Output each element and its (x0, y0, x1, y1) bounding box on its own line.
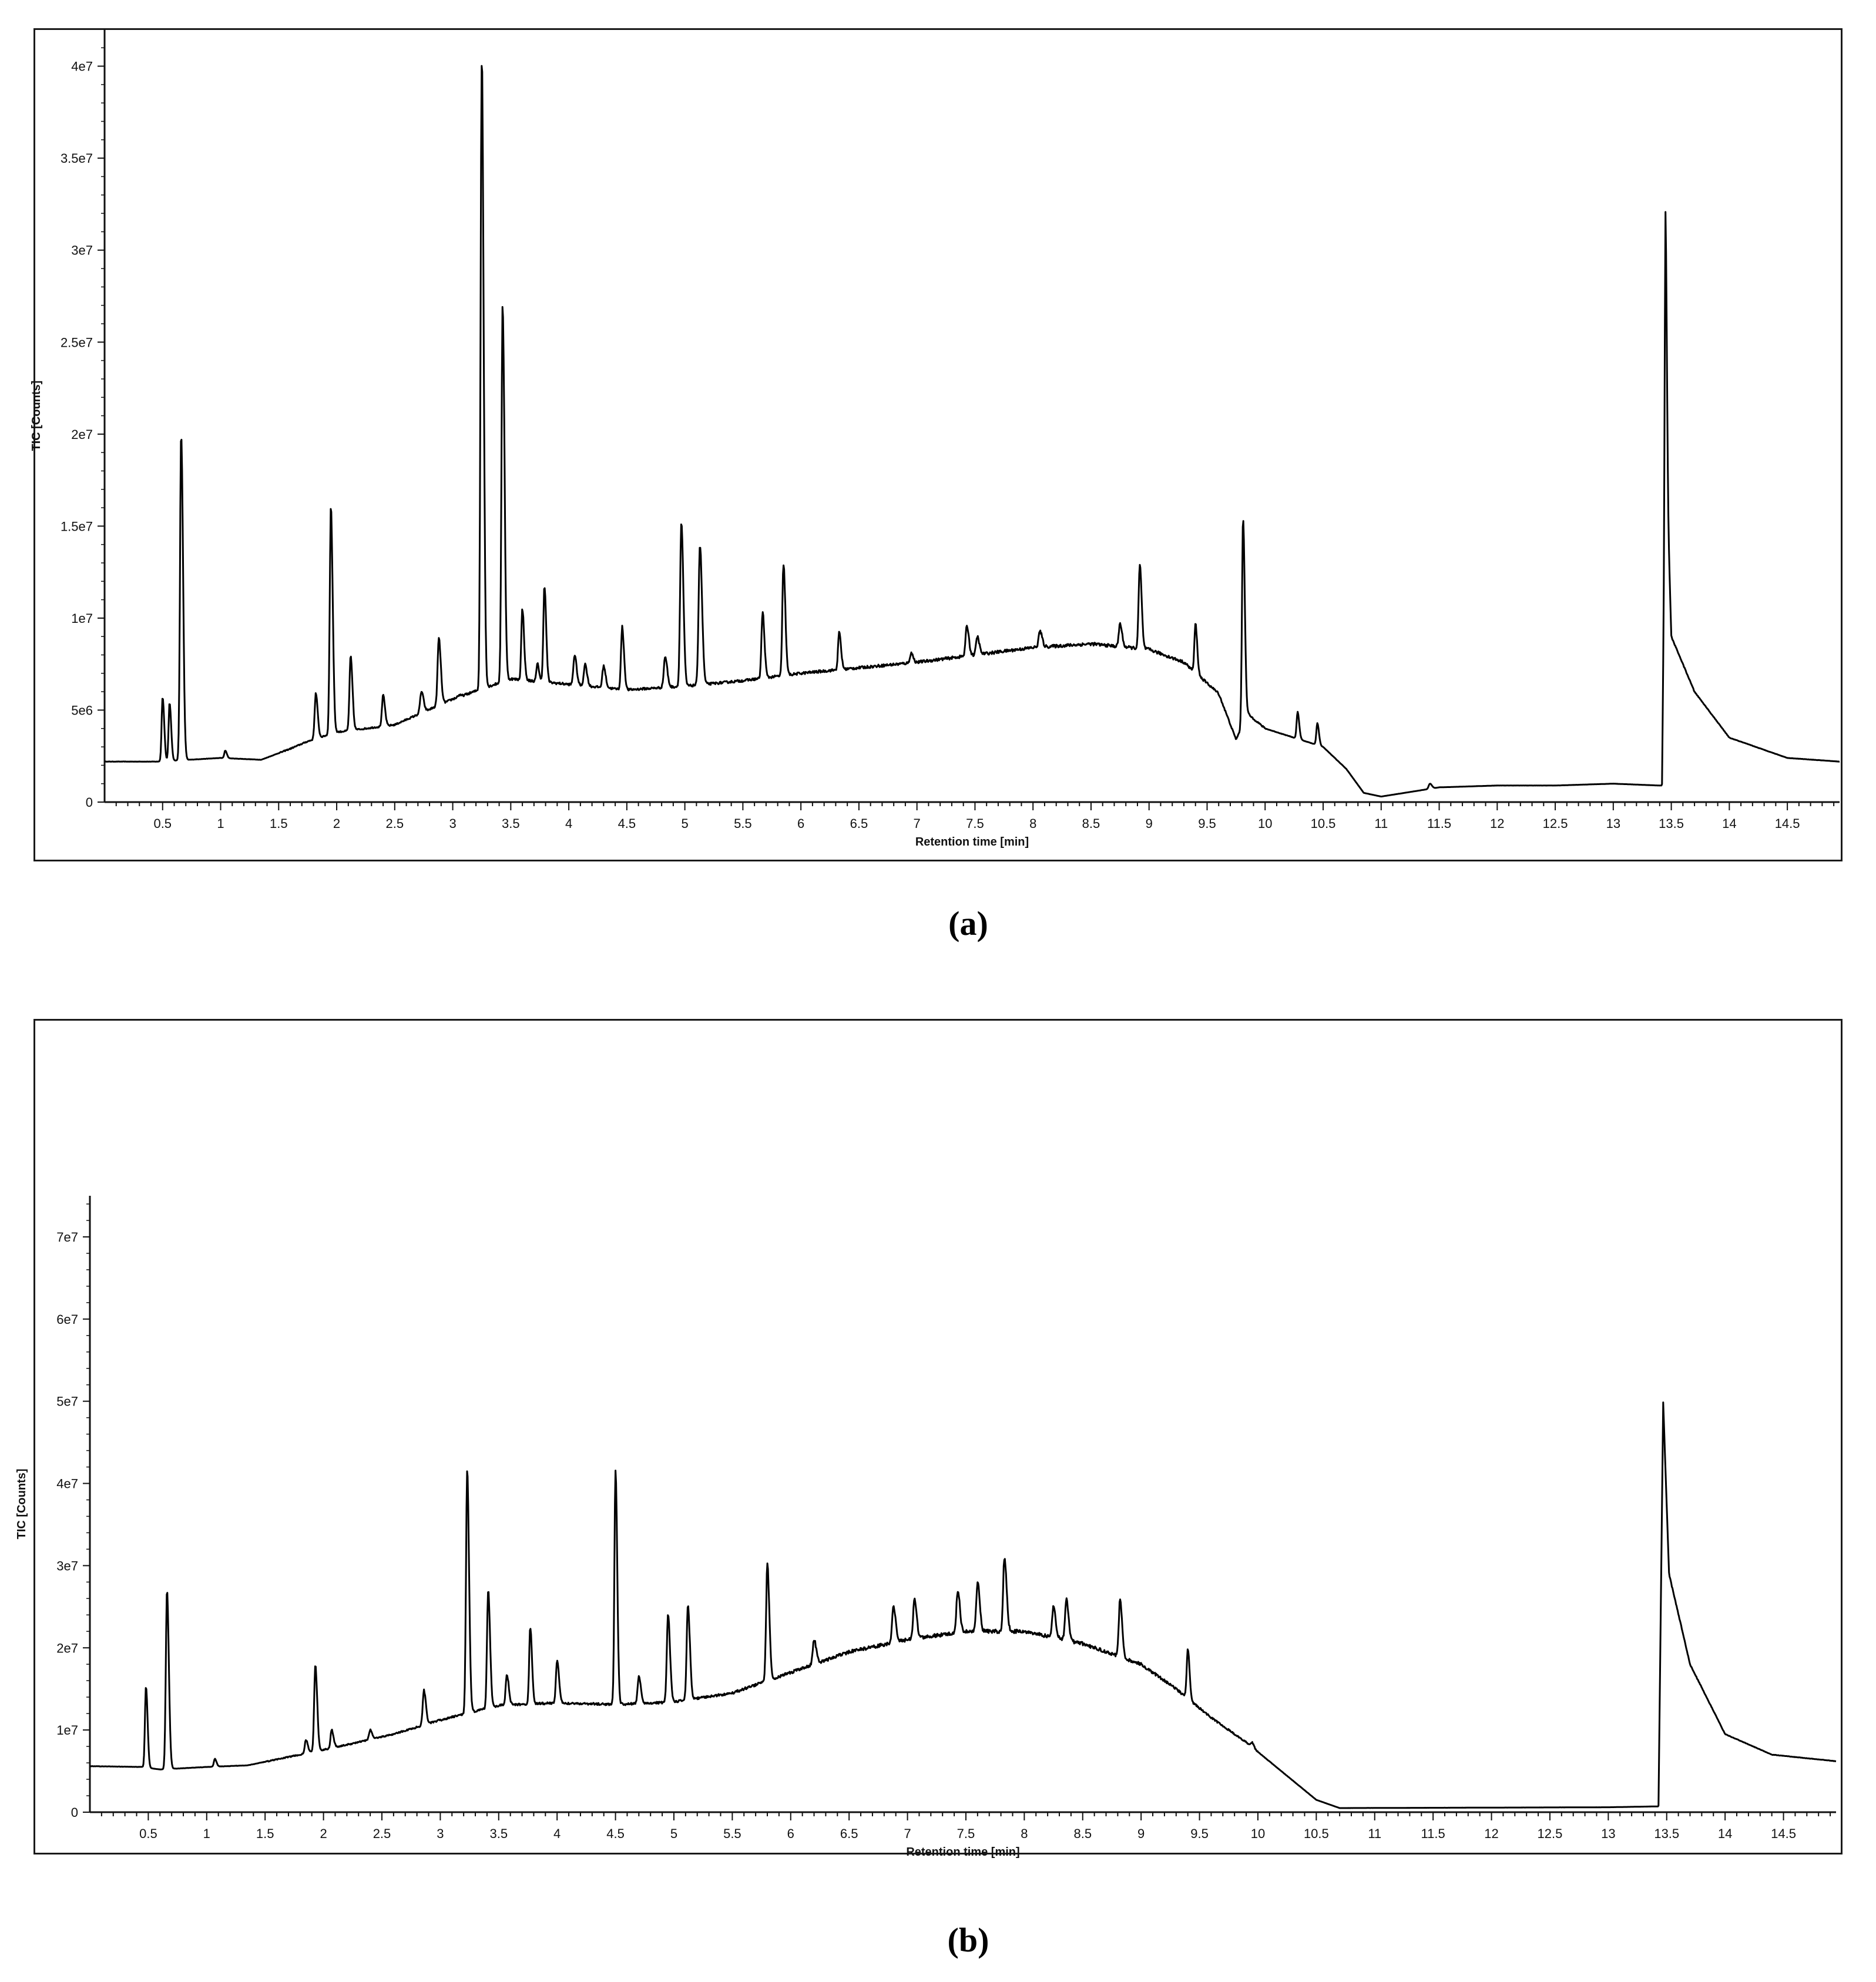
y-tick-label: 0 (71, 1805, 78, 1820)
x-tick-label: 13 (1606, 816, 1620, 831)
x-tick-label: 1 (217, 816, 224, 831)
y-tick-label: 1e7 (71, 611, 93, 626)
x-tick-label: 7 (914, 816, 921, 831)
x-tick-label: 1 (203, 1826, 210, 1841)
x-tick-label: 7.5 (966, 816, 984, 831)
x-tick-label: 14.5 (1771, 1826, 1796, 1841)
y-tick-label: 1.5e7 (61, 519, 93, 534)
y-tick-label: 2e7 (56, 1641, 78, 1655)
x-tick-label: 10 (1251, 1826, 1265, 1841)
y-tick-label: 5e6 (71, 703, 93, 717)
x-tick-label: 11.5 (1421, 1826, 1445, 1841)
chart-panel-b (33, 1019, 1843, 1854)
x-tick-label: 14.5 (1775, 816, 1800, 831)
x-tick-label: 11 (1368, 1826, 1381, 1841)
x-tick-label: 8 (1029, 816, 1036, 831)
x-tick-label: 3.5 (502, 816, 520, 831)
x-tick-label: 5 (670, 1826, 677, 1841)
y-tick-label: 3.5e7 (61, 151, 93, 166)
x-tick-label: 13 (1601, 1826, 1615, 1841)
x-tick-label: 11.5 (1427, 816, 1451, 831)
x-tick-label: 12 (1484, 1826, 1498, 1841)
x-tick-label: 5 (682, 816, 689, 831)
x-tick-label: 12 (1490, 816, 1504, 831)
x-tick-label: 9 (1137, 1826, 1145, 1841)
x-tick-label: 8.5 (1082, 816, 1100, 831)
x-tick-label: 2 (333, 816, 340, 831)
x-tick-label: 12.5 (1543, 816, 1568, 831)
y-tick-label: 5e7 (56, 1394, 78, 1409)
x-tick-label: 0.5 (139, 1826, 157, 1841)
tic-trace-a (104, 65, 1840, 797)
x-tick-label: 7 (904, 1826, 911, 1841)
x-tick-label: 0.5 (153, 816, 172, 831)
x-tick-label: 11 (1374, 816, 1388, 831)
y-axis-title: TIC [Counts] (15, 1469, 28, 1540)
x-tick-label: 9 (1146, 816, 1153, 831)
x-tick-label: 10.5 (1311, 816, 1336, 831)
x-axis-title: Retention time [min] (906, 1846, 1019, 1859)
x-tick-label: 4.5 (618, 816, 636, 831)
x-tick-label: 5.5 (734, 816, 752, 831)
y-tick-label: 2.5e7 (61, 335, 93, 350)
x-tick-label: 13.5 (1659, 816, 1684, 831)
caption-b: (b) (947, 1921, 989, 1959)
x-tick-label: 14 (1722, 816, 1736, 831)
x-tick-label: 14 (1718, 1826, 1732, 1841)
x-tick-label: 6 (797, 816, 804, 831)
x-tick-label: 3.5 (489, 1826, 508, 1841)
x-tick-label: 3 (449, 816, 456, 831)
x-axis-title: Retention time [min] (915, 836, 1029, 849)
x-tick-label: 9.5 (1198, 816, 1216, 831)
x-tick-label: 3 (437, 1826, 444, 1841)
x-tick-label: 10 (1258, 816, 1272, 831)
x-tick-label: 4 (553, 1826, 561, 1841)
x-tick-label: 9.5 (1190, 1826, 1209, 1841)
x-tick-label: 10.5 (1304, 1826, 1329, 1841)
y-tick-label: 6e7 (56, 1312, 78, 1327)
x-tick-label: 13.5 (1654, 1826, 1679, 1841)
y-tick-label: 3e7 (56, 1558, 78, 1573)
x-tick-label: 12.5 (1538, 1826, 1563, 1841)
x-tick-label: 4.5 (606, 1826, 625, 1841)
tic-trace-b (89, 1401, 1837, 1809)
y-tick-label: 2e7 (71, 427, 93, 442)
x-tick-label: 5.5 (723, 1826, 741, 1841)
x-tick-label: 1.5 (256, 1826, 274, 1841)
x-tick-label: 2 (320, 1826, 327, 1841)
caption-a: (a) (948, 904, 988, 943)
x-tick-label: 6 (787, 1826, 794, 1841)
y-tick-label: 4e7 (56, 1477, 78, 1491)
x-tick-label: 2.5 (373, 1826, 391, 1841)
y-tick-label: 3e7 (71, 243, 93, 258)
x-tick-label: 2.5 (386, 816, 404, 831)
y-tick-label: 1e7 (56, 1723, 78, 1738)
x-tick-label: 7.5 (957, 1826, 975, 1841)
y-tick-label: 4e7 (71, 59, 93, 74)
x-tick-label: 8.5 (1073, 1826, 1092, 1841)
x-tick-label: 6.5 (850, 816, 868, 831)
x-tick-label: 8 (1021, 1826, 1028, 1841)
y-tick-label: 0 (86, 795, 93, 810)
y-axis-title: TIC [Counts] (30, 381, 43, 451)
x-tick-label: 6.5 (840, 1826, 858, 1841)
y-tick-label: 7e7 (56, 1230, 78, 1245)
x-tick-label: 4 (565, 816, 572, 831)
x-tick-label: 1.5 (270, 816, 288, 831)
